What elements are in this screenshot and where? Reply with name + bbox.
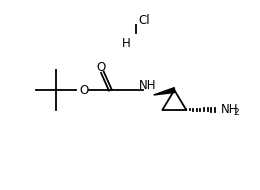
Text: O: O	[97, 61, 106, 74]
Polygon shape	[154, 88, 174, 95]
Text: Cl: Cl	[138, 14, 150, 27]
Text: NH: NH	[221, 103, 238, 116]
Text: NH: NH	[139, 79, 157, 92]
Text: 2: 2	[233, 108, 239, 117]
Text: O: O	[79, 84, 88, 97]
Text: H: H	[122, 37, 131, 50]
